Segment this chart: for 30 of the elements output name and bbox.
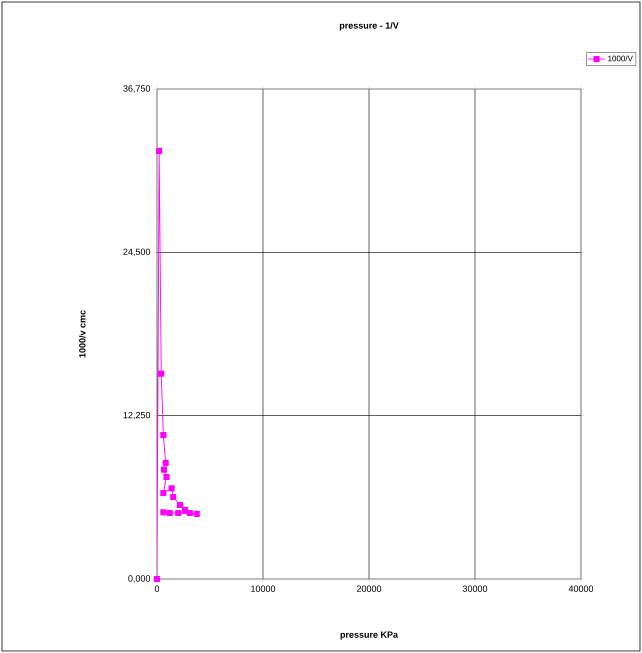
x-tick-label: 20000 <box>356 586 382 592</box>
y-tick-label: 12,250 <box>124 412 150 420</box>
x-tick-label: 10000 <box>251 586 276 592</box>
x-tick-label: 40000 <box>568 586 594 592</box>
point <box>168 485 175 492</box>
x-tick-label: 0 <box>154 586 160 592</box>
y-axis-title: 1000/v cmc <box>78 310 86 358</box>
y-tick-label: 0,000 <box>128 575 150 583</box>
point <box>160 509 166 516</box>
point <box>175 510 182 516</box>
point <box>158 370 164 377</box>
point <box>160 490 166 496</box>
x-axis-title: pressure KPa <box>340 632 398 640</box>
point <box>162 460 169 466</box>
point <box>176 502 184 508</box>
y-tick-label: 24,500 <box>123 248 150 256</box>
point <box>166 510 173 516</box>
point <box>154 576 160 582</box>
point <box>182 506 188 513</box>
chart-title: pressure - 1/V <box>340 22 399 30</box>
x-tick-label: 30000 <box>462 586 488 592</box>
point <box>186 510 193 516</box>
point <box>160 432 166 438</box>
point <box>170 494 176 500</box>
y-tick-label: 36,750 <box>123 85 150 93</box>
point <box>156 148 162 154</box>
point <box>163 474 170 480</box>
legend-label: 1000/V <box>608 55 633 62</box>
point <box>160 466 168 473</box>
point <box>194 510 200 517</box>
